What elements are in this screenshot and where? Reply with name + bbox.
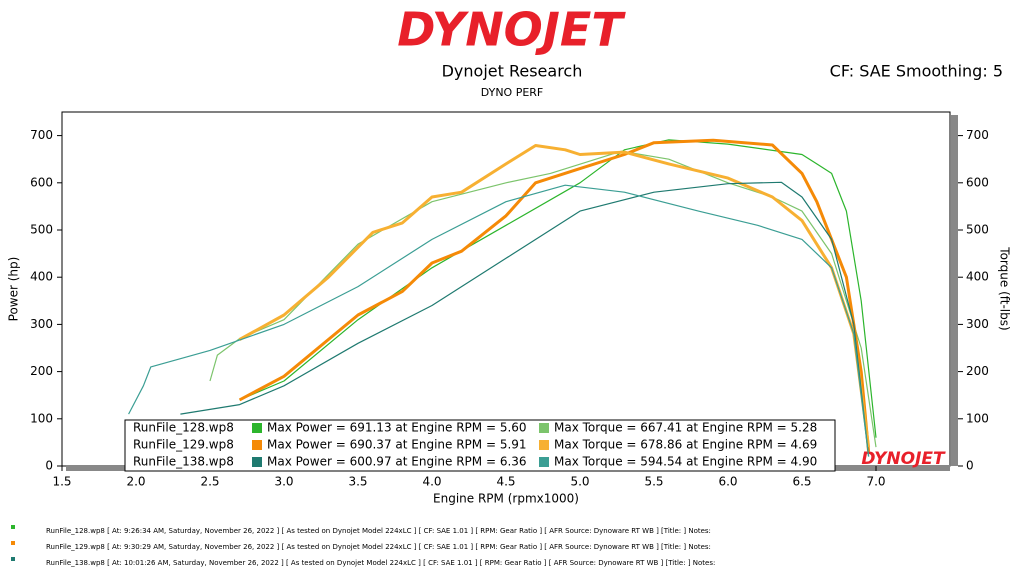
y-tick-label: 600 xyxy=(30,175,53,189)
y2-tick-label: 400 xyxy=(966,270,989,284)
legend-swatch xyxy=(252,440,262,450)
legend-swatch xyxy=(539,440,549,450)
footer-line: RunFile_138.wp8 [ At: 10:01:26 AM, Satur… xyxy=(46,559,715,567)
footer-swatch xyxy=(11,557,15,561)
logo: DYNOJET xyxy=(397,3,626,57)
x-tick-label: 6.0 xyxy=(718,475,737,489)
footer-line: RunFile_128.wp8 [ At: 9:26:34 AM, Saturd… xyxy=(46,527,711,535)
legend-torque: Max Torque = 678.86 at Engine RPM = 4.69 xyxy=(554,438,817,452)
y2-tick-label: 300 xyxy=(966,317,989,331)
legend-power: Max Power = 690.37 at Engine RPM = 5.91 xyxy=(267,438,527,452)
legend-torque: Max Torque = 667.41 at Engine RPM = 5.28 xyxy=(554,421,817,435)
y-tick-label: 700 xyxy=(30,128,53,142)
axis-shadow xyxy=(951,115,958,466)
y2-tick-label: 500 xyxy=(966,223,989,237)
x-tick-label: 5.0 xyxy=(570,475,589,489)
y-tick-label: 200 xyxy=(30,364,53,378)
x-tick-label: 6.5 xyxy=(792,475,811,489)
settings: CF: SAE Smoothing: 5 xyxy=(830,62,1003,81)
legend-power: Max Power = 691.13 at Engine RPM = 5.60 xyxy=(267,421,527,435)
footer-swatch xyxy=(11,541,15,545)
y-tick-label: 500 xyxy=(30,223,53,237)
footer-line: RunFile_129.wp8 [ At: 9:30:29 AM, Saturd… xyxy=(46,543,711,551)
x-tick-label: 4.0 xyxy=(422,475,441,489)
y-axis-label: Power (hp) xyxy=(7,257,21,322)
y-tick-label: 300 xyxy=(30,317,53,331)
legend-run: RunFile_129.wp8 xyxy=(133,438,234,452)
x-axis-label: Engine RPM (rpmx1000) xyxy=(433,492,579,506)
legend-swatch xyxy=(252,423,262,433)
y-tick-label: 400 xyxy=(30,270,53,284)
legend-swatch xyxy=(539,457,549,467)
data-line xyxy=(238,138,871,452)
title: Dynojet Research xyxy=(442,62,583,81)
x-tick-label: 2.5 xyxy=(200,475,219,489)
x-tick-label: 5.5 xyxy=(644,475,663,489)
data-line xyxy=(128,184,870,457)
footer-swatch xyxy=(11,525,15,529)
x-tick-label: 3.5 xyxy=(348,475,367,489)
x-tick-label: 7.0 xyxy=(866,475,885,489)
legend-run: RunFile_128.wp8 xyxy=(133,421,234,435)
y-tick-label: 0 xyxy=(45,459,53,473)
legend-power: Max Power = 600.97 at Engine RPM = 6.36 xyxy=(267,455,527,469)
data-line xyxy=(209,150,877,448)
y2-tick-label: 200 xyxy=(966,364,989,378)
y2-axis-label: Torque (ft-lbs) xyxy=(998,246,1012,330)
x-tick-label: 2.0 xyxy=(126,475,145,489)
subtitle: DYNO PERF xyxy=(481,86,544,99)
legend-torque: Max Torque = 594.54 at Engine RPM = 4.90 xyxy=(554,455,817,469)
data-line xyxy=(239,139,877,438)
data-line xyxy=(180,181,870,457)
x-tick-label: 3.0 xyxy=(274,475,293,489)
legend-box xyxy=(124,419,836,472)
y-tick-label: 100 xyxy=(30,411,53,425)
watermark-logo: DYNOJET xyxy=(861,449,946,469)
data-line xyxy=(238,144,871,448)
y2-tick-label: 100 xyxy=(966,411,989,425)
y2-tick-label: 700 xyxy=(966,128,989,142)
x-tick-label: 1.5 xyxy=(52,475,71,489)
legend-swatch xyxy=(252,457,262,467)
legend-run: RunFile_138.wp8 xyxy=(133,455,234,469)
y2-tick-label: 600 xyxy=(966,175,989,189)
x-tick-label: 4.5 xyxy=(496,475,515,489)
y2-tick-label: 0 xyxy=(966,459,974,473)
legend-swatch xyxy=(539,423,549,433)
